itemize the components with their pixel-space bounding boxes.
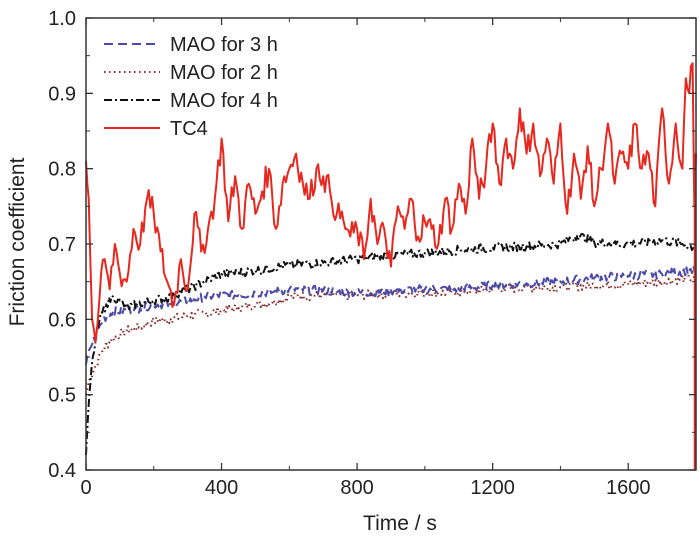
y-tick-label: 0.9 [48, 83, 76, 105]
x-tick-label: 1600 [606, 477, 651, 499]
x-tick-label: 400 [205, 477, 238, 499]
y-axis-title: Friction coefficient [6, 157, 29, 326]
plot-frame [85, 17, 697, 471]
legend-label: TC4 [170, 118, 208, 140]
y-tick-label: 0.8 [48, 159, 76, 181]
y-tick-label: 0.7 [48, 234, 76, 256]
y-tick-label: 0.5 [48, 385, 76, 407]
x-tick-label: 800 [340, 477, 373, 499]
series-line-tc4 [85, 62, 697, 343]
y-tick-label: 1.0 [48, 8, 76, 30]
y-tick-label: 0.4 [48, 460, 76, 482]
legend-label: MAO for 4 h [170, 90, 278, 112]
y-tick-label: 0.6 [48, 309, 76, 331]
ticks-layer: 0 400 800 1200 1600 0.4 0.5 0.6 0.7 0.8 0.9 1.0 [48, 8, 696, 499]
x-tick-label: 1200 [470, 477, 515, 499]
x-axis-title: Time / s [363, 512, 437, 535]
series-line-mao-for-3-h [85, 265, 697, 365]
legend: MAO for 3 h MAO for 2 h MAO for 4 h TC4 [104, 34, 278, 140]
x-tick-label: 0 [80, 477, 91, 499]
legend-label: MAO for 2 h [170, 62, 278, 84]
legend-label: MAO for 3 h [170, 34, 278, 56]
